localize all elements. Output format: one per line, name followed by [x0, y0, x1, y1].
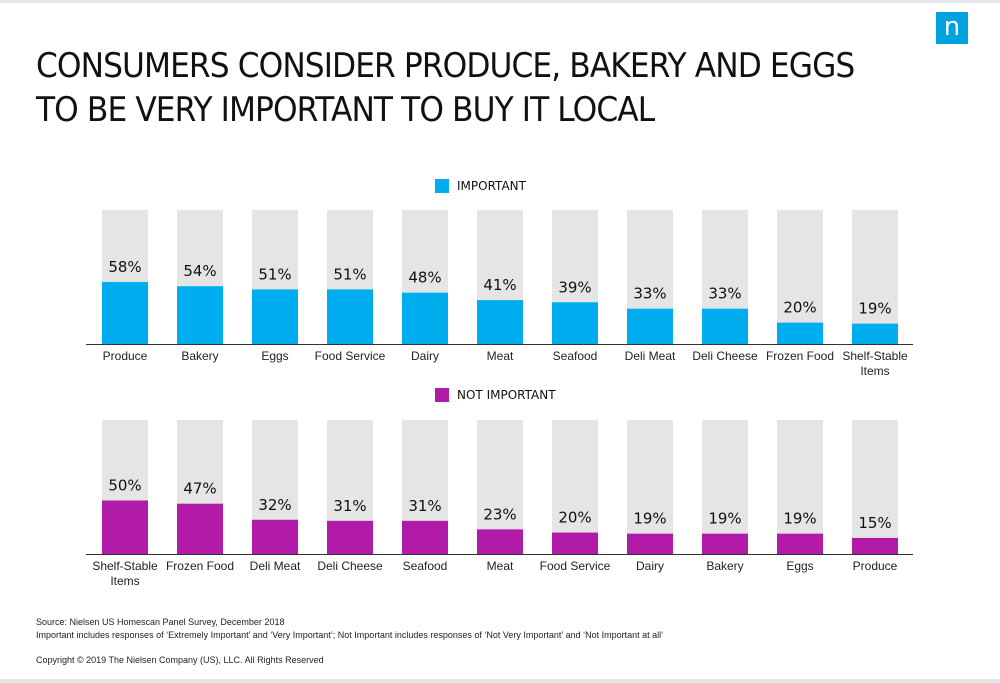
category-label: Seafood [402, 559, 448, 573]
bar [552, 532, 598, 554]
category-label: Food Service [539, 559, 611, 573]
bar-plot-svg: 50% 47% 32% 31% 31% 23% 20% 19% 19% 19% 15% [86, 420, 913, 555]
title-line-2: TO BE VERY IMPORTANT TO BUY IT LOCAL [36, 90, 655, 130]
category-label: Deli Meat [624, 349, 676, 363]
chart-important: 58% 54% 51% 51% 48% 41% 39% 33% 33% 20% 19% Produce… [0, 210, 1000, 386]
category-label: Eggs [786, 559, 814, 573]
copyright-note: Copyright © 2019 The Nielsen Company (US… [36, 655, 324, 665]
bar [252, 519, 298, 554]
legend-label-not-important: NOT IMPORTANT [457, 388, 556, 402]
legend-not-important: NOT IMPORTANT [435, 387, 556, 403]
bar-value-label: 39% [558, 278, 591, 296]
bar-value-label: 48% [408, 269, 441, 287]
legend-label-important: IMPORTANT [457, 179, 526, 193]
bar-track [552, 420, 598, 554]
bar-track [852, 420, 898, 554]
bar-value-label: 19% [708, 510, 741, 528]
footnotes: Source: Nielsen US Homescan Panel Survey… [36, 616, 976, 642]
bar-value-label: 33% [633, 285, 666, 303]
bar-value-label: 50% [108, 477, 141, 495]
category-label: Shelf-Stable Items [92, 559, 158, 588]
category-label: Dairy [410, 349, 439, 363]
bar-plot-svg: 58% 54% 51% 51% 48% 41% 39% 33% 33% 20% 19% [86, 210, 913, 345]
bar-track [852, 210, 898, 344]
category-label: Frozen Food [165, 559, 235, 573]
bar-value-label: 33% [708, 285, 741, 303]
category-label: Dairy [635, 559, 664, 573]
category-label: Eggs [261, 349, 289, 363]
bar-value-label: 20% [783, 299, 816, 317]
bar [102, 281, 148, 344]
definitions-note: Important includes responses of ‘Extreme… [36, 630, 664, 640]
bar [402, 292, 448, 344]
bar [402, 520, 448, 554]
category-label: Deli Meat [249, 559, 301, 573]
bar-value-label: 23% [483, 505, 516, 523]
category-label: Deli Cheese [692, 349, 758, 363]
source-note: Source: Nielsen US Homescan Panel Survey… [36, 617, 285, 627]
legend-swatch-not-important [435, 388, 449, 402]
category-label: Meat [486, 349, 514, 363]
bar [477, 529, 523, 554]
category-label: Produce [102, 349, 148, 363]
bar-value-label: 58% [108, 258, 141, 276]
bar-value-label: 31% [408, 497, 441, 515]
bar-track [777, 210, 823, 344]
bar [177, 286, 223, 344]
bar-value-label: 32% [258, 496, 291, 514]
bar-value-label: 19% [633, 510, 666, 528]
bar [702, 308, 748, 344]
page-title: CONSUMERS CONSIDER PRODUCE, BAKERY AND E… [36, 44, 864, 132]
bar [477, 300, 523, 344]
title-line-1: CONSUMERS CONSIDER PRODUCE, BAKERY AND E… [36, 46, 855, 86]
bar [702, 533, 748, 554]
bar-value-label: 15% [858, 514, 891, 532]
bar [627, 308, 673, 344]
category-label: Deli Cheese [317, 559, 383, 573]
category-label: Food Service [314, 349, 386, 363]
bar-value-label: 51% [333, 265, 366, 283]
bar-value-label: 54% [183, 262, 216, 280]
bar [252, 289, 298, 344]
bar [627, 533, 673, 554]
bar [852, 323, 898, 344]
bar-value-label: 19% [858, 300, 891, 318]
bar-value-label: 47% [183, 480, 216, 498]
top-border [0, 0, 1000, 3]
bar [552, 302, 598, 344]
bar-value-label: 19% [783, 510, 816, 528]
bar [777, 322, 823, 344]
category-label: Bakery [706, 559, 744, 573]
bar [327, 520, 373, 554]
category-label: Seafood [552, 349, 598, 363]
nielsen-logo-icon: n [936, 12, 968, 44]
bottom-border [0, 679, 1000, 683]
chart-not-important: 50% 47% 32% 31% 31% 23% 20% 19% 19% 19% 15% Shelf-S… [0, 420, 1000, 596]
bar [102, 500, 148, 554]
category-label: Produce [852, 559, 898, 573]
bar-value-label: 31% [333, 497, 366, 515]
bar-value-label: 51% [258, 265, 291, 283]
bar [177, 503, 223, 554]
category-label: Shelf-Stable Items [842, 349, 908, 378]
bar-track [627, 420, 673, 554]
legend-swatch-important [435, 179, 449, 193]
bar [327, 289, 373, 344]
legend-important: IMPORTANT [435, 178, 526, 194]
category-label: Bakery [181, 349, 219, 363]
bar-value-label: 20% [558, 509, 591, 527]
category-label: Meat [486, 559, 514, 573]
bar-value-label: 41% [483, 276, 516, 294]
bar [852, 537, 898, 554]
bar-track [702, 420, 748, 554]
category-label: Frozen Food [765, 349, 835, 363]
bar-track [777, 420, 823, 554]
bar [777, 533, 823, 554]
